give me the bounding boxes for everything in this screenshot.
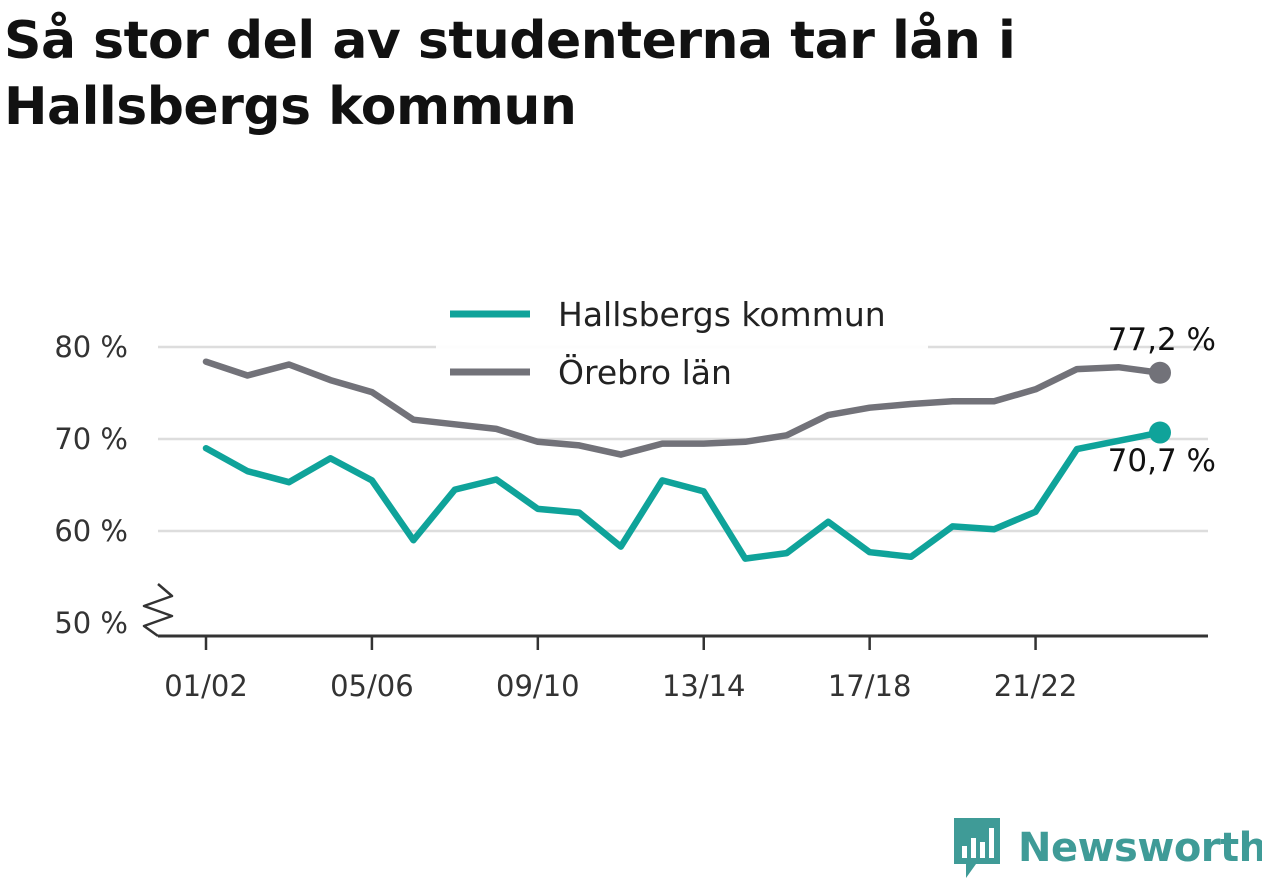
- x-tick-label: 13/14: [662, 669, 746, 703]
- end-label-orebro: 77,2 %: [1108, 322, 1216, 358]
- brand-name: Newsworthy: [1018, 825, 1262, 871]
- series-line: [202, 358, 1164, 458]
- y-tick-label: 70 %: [54, 422, 128, 456]
- series-end-point: [1149, 361, 1171, 384]
- x-axis-labels: 01/02 05/06 09/10 13/14 17/18 21/22: [164, 669, 1077, 703]
- series-lines: [202, 358, 1171, 562]
- y-tick-label: 50 %: [54, 606, 128, 640]
- end-labels: 77,2 % 70,7 %: [1108, 322, 1216, 479]
- x-tick-label: 01/02: [164, 669, 248, 703]
- legend-label: Örebro län: [558, 352, 732, 392]
- axis-break-icon: [142, 583, 174, 638]
- series-line: [202, 429, 1164, 562]
- y-tick-label: 80 %: [54, 330, 128, 364]
- x-tick-label: 05/06: [330, 669, 414, 703]
- y-axis-labels: 80 % 70 % 60 % 50 %: [54, 330, 128, 640]
- x-tick-label: 09/10: [496, 669, 580, 703]
- x-tick-label: 17/18: [828, 669, 912, 703]
- y-tick-label: 60 %: [54, 514, 128, 548]
- series-end-point: [1149, 421, 1171, 444]
- legend-label: Hallsbergs kommun: [558, 295, 886, 334]
- axes: [142, 583, 1208, 650]
- x-tick-label: 21/22: [994, 669, 1078, 703]
- end-label-hallsberg: 70,7 %: [1108, 443, 1216, 479]
- page-title: Så stor del av studenterna tar lån i Hal…: [4, 11, 1016, 137]
- brand: Newsworthy: [952, 816, 1262, 880]
- newsworthy-logo-icon: [954, 818, 1000, 878]
- legend: Hallsbergs kommun Örebro län: [436, 294, 928, 392]
